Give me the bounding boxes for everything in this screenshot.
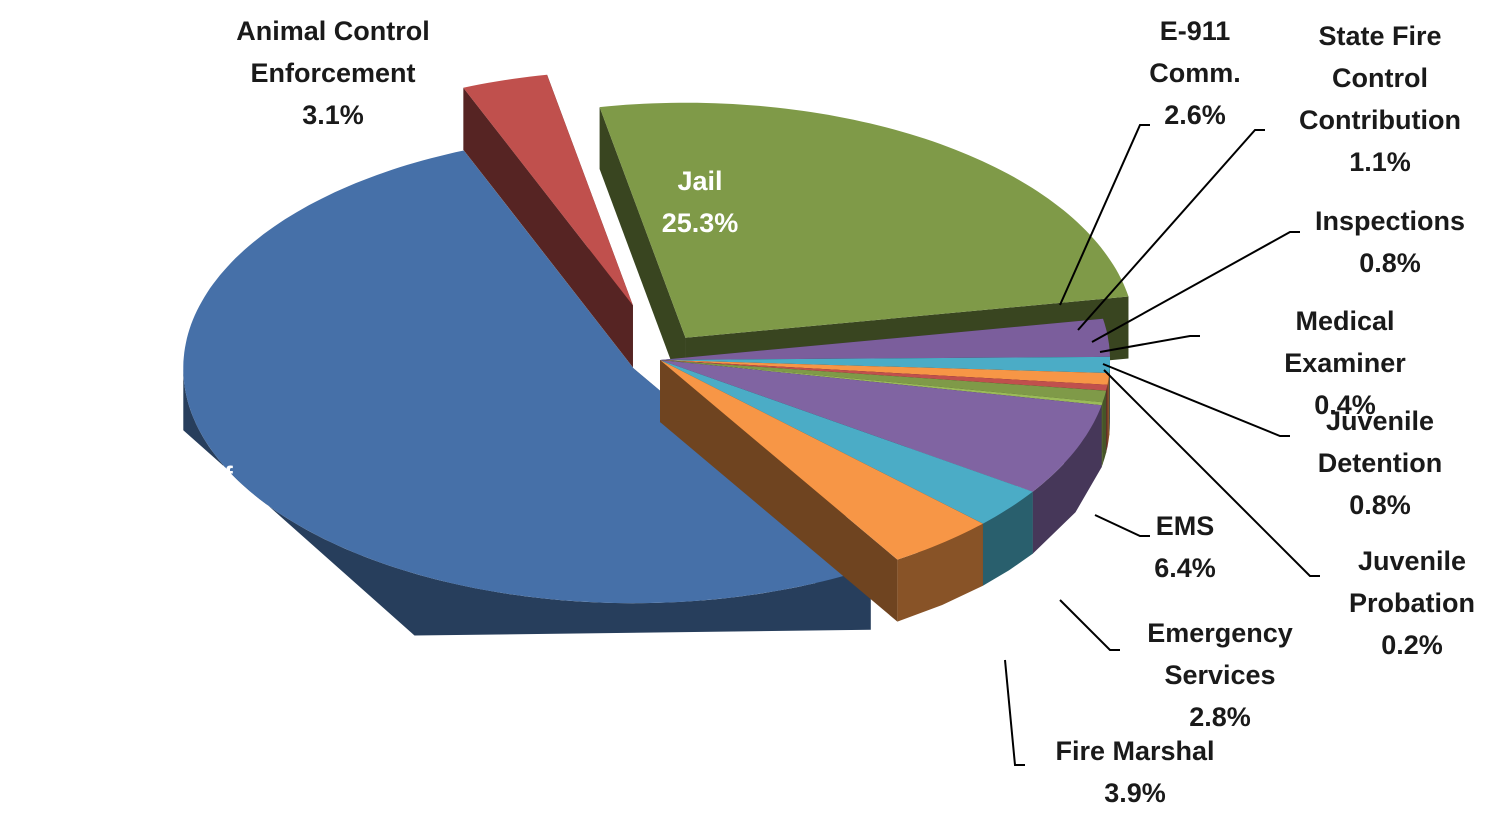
data-label: State Fire Control Contribution 1.1% bbox=[1299, 15, 1461, 183]
slice-top bbox=[660, 360, 1033, 524]
leader-line bbox=[1059, 124, 1150, 306]
data-label: Animal Control Enforcement 3.1% bbox=[236, 10, 430, 136]
slice-name: E-911 Comm. bbox=[1149, 16, 1241, 88]
slice-name: Medical Examiner bbox=[1284, 306, 1406, 378]
slice-value: 1.1% bbox=[1349, 147, 1411, 177]
slice-value: 0.8% bbox=[1349, 490, 1411, 520]
leader-line bbox=[1077, 129, 1265, 331]
data-label: Juvenile Detention 0.8% bbox=[1318, 400, 1443, 526]
leader-line bbox=[1099, 335, 1200, 353]
leader-line bbox=[1094, 514, 1150, 537]
slice-value: 3.9% bbox=[1104, 778, 1166, 808]
slice-value: 2.8% bbox=[1189, 702, 1251, 732]
slice-top bbox=[660, 360, 1103, 406]
slice-value: 2.6% bbox=[1164, 100, 1226, 130]
leader-line bbox=[1091, 231, 1300, 343]
slice-side bbox=[1032, 405, 1102, 554]
data-label: Emergency Services 2.8% bbox=[1147, 612, 1293, 738]
slice-name: Animal Control Enforcement bbox=[236, 16, 430, 88]
slice-wall bbox=[599, 107, 686, 400]
data-label: Jail 25.3% bbox=[662, 160, 739, 244]
data-label: Juvenile Probation 0.2% bbox=[1349, 540, 1475, 666]
slice-name: EMS bbox=[1155, 511, 1215, 541]
slice-value: 52.8% bbox=[151, 503, 229, 533]
slice-side bbox=[982, 491, 1033, 586]
slice-name: Inspections bbox=[1314, 206, 1466, 236]
slice bbox=[660, 360, 983, 622]
leader-line bbox=[1103, 369, 1320, 577]
slice-top bbox=[660, 360, 1102, 492]
data-label: Medical Examiner 0.4% bbox=[1273, 300, 1417, 426]
data-label: EMS 6.4% bbox=[1154, 505, 1216, 589]
slice-value: 0.4% bbox=[1314, 390, 1376, 420]
data-label: Inspections 0.8% bbox=[1315, 200, 1465, 284]
slice-top bbox=[183, 150, 871, 604]
slice-side bbox=[1102, 390, 1107, 465]
slice-top bbox=[660, 360, 1107, 403]
slice-side bbox=[897, 523, 983, 622]
slice-value: 0.2% bbox=[1381, 630, 1443, 660]
slice-value: 0.8% bbox=[1359, 248, 1421, 278]
slice-top bbox=[660, 318, 1110, 360]
slice-top bbox=[660, 360, 983, 560]
data-label: E-911 Comm. 2.6% bbox=[1149, 10, 1241, 136]
slice-wall bbox=[463, 87, 633, 368]
slice-side bbox=[183, 368, 871, 636]
slice-value: 25.3% bbox=[661, 208, 739, 238]
slice-name: Emergency Services bbox=[1147, 618, 1293, 690]
slice-top bbox=[660, 356, 1110, 374]
slice-side bbox=[1109, 360, 1110, 436]
slice-value: 6.4% bbox=[1154, 553, 1216, 583]
slice-name: State Fire Control Contribution bbox=[1299, 21, 1461, 135]
leader-line bbox=[1004, 659, 1025, 766]
slice-side bbox=[1101, 402, 1103, 468]
slice-value: 3.1% bbox=[302, 100, 364, 130]
slice-top bbox=[599, 102, 1129, 338]
slice-side bbox=[1106, 384, 1108, 453]
slice-name: Jail bbox=[677, 166, 723, 196]
slice-top bbox=[660, 360, 1108, 391]
slice-name: Juvenile Detention bbox=[1317, 406, 1443, 478]
slice-wall bbox=[660, 360, 898, 622]
slice-side bbox=[1107, 373, 1110, 447]
slice-name: Sheriff bbox=[147, 461, 233, 491]
slice-top bbox=[463, 74, 633, 306]
leader-line bbox=[1059, 599, 1120, 651]
slice bbox=[463, 74, 633, 368]
slice-name: Juvenile Probation bbox=[1349, 546, 1475, 618]
slice-top bbox=[660, 360, 1110, 385]
data-label: Fire Marshal 3.9% bbox=[1055, 730, 1214, 814]
data-label: Sheriff 52.8% bbox=[147, 455, 233, 539]
leader-line bbox=[1102, 363, 1290, 437]
slice-name: Fire Marshal bbox=[1055, 736, 1215, 766]
